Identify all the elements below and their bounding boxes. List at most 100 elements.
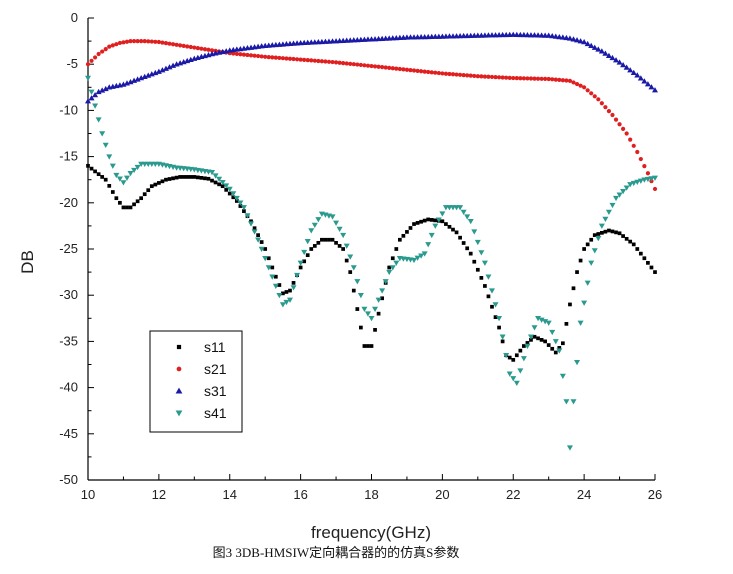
data-point-s11 [373, 327, 377, 332]
data-point-s11 [320, 237, 324, 242]
x-tick-label: 24 [577, 487, 591, 502]
data-point-s31 [170, 62, 177, 68]
data-point-s21 [280, 56, 286, 61]
data-point-s11 [472, 259, 477, 264]
y-axis-title: DB [18, 250, 37, 274]
data-point-s11 [185, 175, 190, 179]
data-point-s11 [93, 169, 97, 174]
data-point-s11 [263, 247, 268, 251]
data-point-s41 [471, 229, 478, 235]
data-point-s21 [450, 72, 456, 77]
data-point-s31 [641, 78, 648, 84]
data-point-s21 [103, 47, 108, 52]
data-point-s11 [550, 346, 555, 351]
data-point-s41 [411, 257, 418, 264]
data-point-s21 [415, 68, 420, 73]
data-point-s41 [605, 209, 612, 216]
data-point-s11 [525, 341, 530, 345]
data-point-s11 [429, 218, 434, 222]
data-point-s41 [248, 221, 255, 227]
y-tick-label: -5 [66, 56, 78, 71]
data-point-s11 [536, 336, 540, 341]
data-point-s21 [528, 76, 534, 81]
data-point-s21 [504, 75, 509, 80]
data-point-s11 [479, 276, 484, 280]
data-point-s11 [614, 230, 618, 235]
data-point-s41 [262, 255, 269, 262]
data-point-s11 [337, 244, 342, 248]
data-point-s41 [549, 329, 556, 336]
data-point-s41 [574, 359, 581, 366]
x-tick-label: 14 [223, 487, 237, 502]
data-point-s41 [538, 317, 545, 323]
data-point-s11 [571, 286, 576, 291]
data-point-s11 [118, 200, 122, 205]
data-point-s21 [397, 66, 402, 72]
data-point-s41 [272, 283, 279, 289]
data-point-s41 [389, 265, 396, 271]
data-point-s11 [617, 231, 622, 236]
data-point-s21 [422, 69, 427, 74]
data-point-s11 [397, 237, 402, 242]
data-point-s21 [259, 54, 264, 59]
data-point-s11 [490, 304, 494, 309]
data-point-s21 [635, 149, 640, 155]
data-point-s21 [248, 53, 254, 58]
data-point-s41 [623, 185, 630, 191]
data-point-s31 [566, 35, 573, 41]
data-point-s21 [631, 143, 636, 148]
data-point-s21 [358, 62, 363, 68]
data-point-s41 [372, 306, 379, 313]
x-axis-ticks: 10 12 14 16 18 20 22 24 26 [81, 474, 662, 502]
data-point-s31 [92, 92, 99, 98]
data-point-s21 [539, 76, 544, 81]
data-point-s21 [543, 76, 548, 81]
data-point-s11 [649, 265, 654, 270]
data-point-s21 [355, 62, 360, 67]
data-point-s41 [131, 167, 138, 174]
data-point-s21 [433, 70, 438, 75]
y-tick-label: -50 [59, 472, 78, 487]
data-point-s21 [553, 77, 558, 82]
y-tick-label: -20 [59, 195, 78, 210]
data-point-s41 [595, 235, 602, 242]
data-point-s11 [351, 288, 356, 293]
data-point-s21 [294, 57, 300, 62]
data-point-s41 [637, 178, 644, 184]
data-point-s11 [192, 175, 197, 179]
y-tick-label: -10 [59, 102, 78, 117]
data-point-s11 [121, 205, 126, 210]
data-point-s31 [563, 34, 570, 41]
data-point-s41 [123, 175, 130, 181]
data-point-s11 [553, 350, 558, 355]
data-point-s11 [195, 175, 200, 180]
data-point-s21 [319, 59, 324, 64]
data-point-s21 [121, 40, 126, 45]
data-point-s11 [401, 233, 406, 238]
data-point-s41 [329, 214, 336, 220]
data-point-s31 [99, 87, 106, 93]
data-point-s11 [135, 199, 140, 204]
x-tick-label: 26 [648, 487, 662, 502]
data-point-s11 [291, 281, 296, 285]
data-point-s11 [125, 205, 129, 210]
data-point-s41 [488, 288, 495, 294]
data-point-s41 [226, 186, 233, 192]
data-point-s11 [224, 188, 229, 192]
data-point-s21 [443, 71, 449, 76]
series-layer [85, 31, 658, 451]
data-point-s21 [574, 81, 580, 87]
data-point-s11 [451, 227, 455, 232]
data-point-s21 [160, 40, 165, 45]
data-point-s11 [486, 294, 491, 299]
data-point-s11 [514, 353, 519, 358]
data-point-s21 [571, 80, 576, 85]
y-tick-label: -45 [59, 426, 78, 441]
data-point-s21 [209, 48, 215, 53]
data-point-s21 [139, 39, 144, 44]
data-point-s11 [568, 302, 572, 307]
data-point-s21 [107, 44, 112, 49]
data-point-s21 [585, 88, 590, 93]
data-point-s21 [652, 186, 658, 192]
data-point-s21 [638, 156, 643, 162]
